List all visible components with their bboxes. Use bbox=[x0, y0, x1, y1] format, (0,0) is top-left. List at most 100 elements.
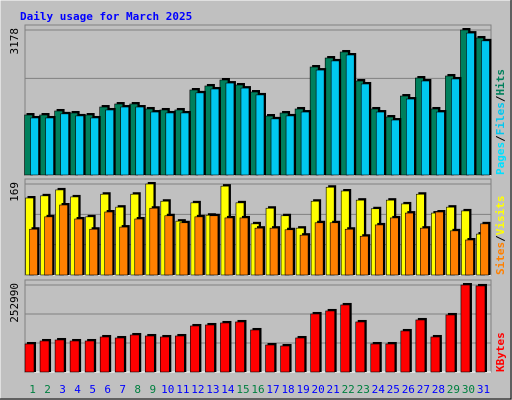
bar bbox=[194, 216, 204, 276]
bar bbox=[389, 217, 399, 276]
bar bbox=[120, 106, 130, 176]
x-tick-label: 12 bbox=[191, 383, 204, 396]
x-tick-label: 21 bbox=[327, 383, 340, 396]
bar bbox=[450, 230, 459, 276]
bar bbox=[210, 88, 220, 176]
bar bbox=[29, 228, 38, 276]
bar bbox=[175, 335, 185, 373]
bar bbox=[89, 228, 98, 276]
bar bbox=[134, 218, 144, 276]
bar bbox=[54, 339, 65, 373]
bar bbox=[430, 336, 441, 373]
x-tick-label: 11 bbox=[176, 383, 189, 396]
bar bbox=[344, 228, 354, 276]
bar bbox=[114, 337, 125, 373]
bar bbox=[59, 204, 68, 276]
bar bbox=[265, 344, 275, 373]
bar bbox=[375, 111, 385, 176]
bar bbox=[270, 118, 280, 176]
bar bbox=[359, 235, 369, 276]
bar bbox=[475, 285, 486, 373]
bar bbox=[99, 336, 110, 373]
bar bbox=[355, 321, 366, 373]
bar bbox=[421, 80, 430, 176]
bar bbox=[90, 117, 99, 176]
bar bbox=[164, 215, 174, 276]
bar bbox=[149, 207, 159, 276]
bar bbox=[460, 284, 471, 373]
bar bbox=[165, 112, 175, 176]
bar bbox=[179, 222, 189, 276]
x-tick-label: 26 bbox=[402, 383, 415, 396]
bar bbox=[195, 92, 205, 176]
bar bbox=[400, 330, 411, 373]
bar bbox=[129, 334, 140, 373]
legend-entry: Files bbox=[494, 102, 507, 135]
bar bbox=[105, 109, 114, 176]
x-tick-label: 17 bbox=[266, 383, 279, 396]
bar bbox=[385, 343, 396, 373]
bar bbox=[269, 227, 279, 276]
x-tick-label: 31 bbox=[477, 383, 490, 396]
x-tick-label: 28 bbox=[432, 383, 445, 396]
bar bbox=[84, 340, 95, 373]
bar bbox=[180, 112, 190, 176]
x-tick-label: 18 bbox=[281, 383, 294, 396]
bar bbox=[104, 211, 113, 276]
bar bbox=[250, 329, 260, 373]
bar bbox=[280, 345, 290, 373]
bar bbox=[30, 117, 39, 176]
bar bbox=[39, 340, 50, 373]
bar bbox=[480, 223, 489, 276]
x-tick-label: 2 bbox=[44, 383, 51, 396]
chart-title: Daily usage for March 2025 bbox=[20, 10, 192, 23]
bar bbox=[329, 222, 339, 276]
legend-entry: Visits bbox=[494, 196, 507, 236]
y-tick-label: 3178 bbox=[8, 28, 21, 55]
x-tick-label: 29 bbox=[447, 383, 460, 396]
bar bbox=[74, 218, 83, 276]
x-tick-label: 23 bbox=[357, 383, 370, 396]
x-tick-label: 16 bbox=[251, 383, 264, 396]
bar bbox=[406, 98, 415, 176]
x-tick-label: 4 bbox=[74, 383, 81, 396]
x-tick-label: 5 bbox=[89, 383, 96, 396]
bar bbox=[255, 94, 265, 176]
legend: Pages/Files/Hits bbox=[494, 69, 507, 175]
bar bbox=[330, 60, 340, 176]
legend-entry: KBytes bbox=[494, 332, 507, 372]
bar bbox=[374, 224, 384, 276]
bar bbox=[44, 216, 53, 276]
bar bbox=[150, 111, 160, 176]
x-tick-label: 24 bbox=[372, 383, 386, 396]
x-tick-label: 22 bbox=[342, 383, 355, 396]
bar bbox=[310, 313, 320, 373]
bar bbox=[314, 222, 324, 276]
bar bbox=[481, 40, 490, 176]
x-tick-label: 6 bbox=[104, 383, 111, 396]
bar bbox=[144, 335, 155, 373]
x-tick-label: 1 bbox=[29, 383, 36, 396]
bar bbox=[209, 215, 219, 276]
bar bbox=[225, 82, 235, 176]
bar bbox=[220, 322, 230, 373]
x-tick-label: 27 bbox=[417, 383, 430, 396]
bar bbox=[60, 113, 69, 176]
bar bbox=[235, 321, 245, 373]
bar bbox=[436, 111, 445, 176]
x-tick-label: 15 bbox=[236, 383, 249, 396]
bar bbox=[239, 217, 249, 276]
legend-entry: Sites bbox=[494, 242, 507, 275]
bar bbox=[45, 117, 54, 176]
x-tick-label: 8 bbox=[134, 383, 141, 396]
x-tick-label: 14 bbox=[221, 383, 235, 396]
bar bbox=[284, 229, 294, 276]
bar bbox=[315, 69, 325, 176]
bar bbox=[370, 343, 381, 373]
legend-separator: / bbox=[494, 235, 507, 242]
bar bbox=[160, 336, 170, 373]
bar bbox=[466, 32, 475, 176]
legend-entry: Hits bbox=[494, 69, 507, 96]
